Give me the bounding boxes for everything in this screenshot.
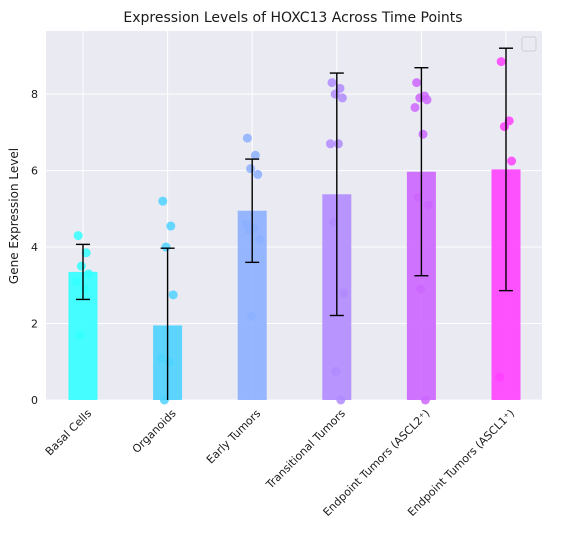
- data-point: [75, 330, 85, 340]
- data-point: [246, 164, 256, 174]
- data-point: [242, 133, 252, 143]
- data-point: [244, 225, 254, 235]
- y-axis-label: Gene Expression Level: [7, 148, 21, 284]
- data-point: [158, 196, 168, 206]
- data-point: [333, 139, 343, 149]
- data-point: [422, 95, 432, 105]
- x-tick-label: Transitional Tumors: [263, 407, 348, 492]
- data-point: [499, 122, 509, 132]
- y-tick-label: 0: [31, 394, 38, 407]
- data-point: [424, 200, 434, 210]
- data-point: [246, 311, 256, 321]
- data-point: [164, 357, 174, 367]
- data-point: [73, 231, 83, 241]
- data-point: [420, 395, 430, 405]
- data-point: [156, 353, 166, 363]
- plot-area: [46, 31, 542, 400]
- legend-box: [521, 36, 537, 52]
- data-point: [416, 284, 426, 294]
- data-point: [418, 129, 428, 139]
- y-ticks-group: 0 2 4 6 8: [31, 88, 38, 407]
- data-point: [159, 395, 169, 405]
- y-tick-label: 4: [31, 241, 38, 254]
- data-point: [76, 261, 86, 271]
- data-point: [168, 290, 178, 300]
- y-tick-label: 2: [31, 318, 38, 331]
- data-point: [496, 57, 506, 67]
- y-tick-label: 6: [31, 165, 38, 178]
- data-point: [327, 78, 337, 88]
- data-point: [413, 192, 423, 202]
- data-point: [339, 288, 349, 298]
- error-bars-group: [76, 47, 513, 400]
- y-tick-label: 8: [31, 88, 38, 101]
- data-point: [336, 395, 346, 405]
- data-point: [72, 276, 82, 286]
- x-tick-label: Early Tumors: [204, 407, 264, 467]
- data-point: [329, 217, 339, 227]
- x-ticks-group: Basal Cells Organoids Early Tumors Transiti…: [43, 407, 517, 519]
- x-tick-label: Basal Cells: [43, 407, 95, 459]
- data-point: [325, 139, 335, 149]
- chart-title: Expression Levels of HOXC13 Across Time …: [123, 10, 462, 26]
- data-point: [495, 372, 505, 382]
- data-point: [254, 234, 264, 244]
- data-point: [337, 93, 347, 103]
- data-point: [412, 78, 422, 88]
- x-tick-label: Organoids: [130, 407, 179, 456]
- data-point: [250, 150, 260, 160]
- data-point: [410, 102, 420, 112]
- data-point: [507, 156, 517, 166]
- data-point: [81, 248, 91, 258]
- data-point: [80, 284, 90, 294]
- data-point: [331, 366, 341, 376]
- data-point: [161, 242, 171, 252]
- data-point: [166, 221, 176, 231]
- data-point: [253, 169, 263, 179]
- data-point: [84, 269, 94, 279]
